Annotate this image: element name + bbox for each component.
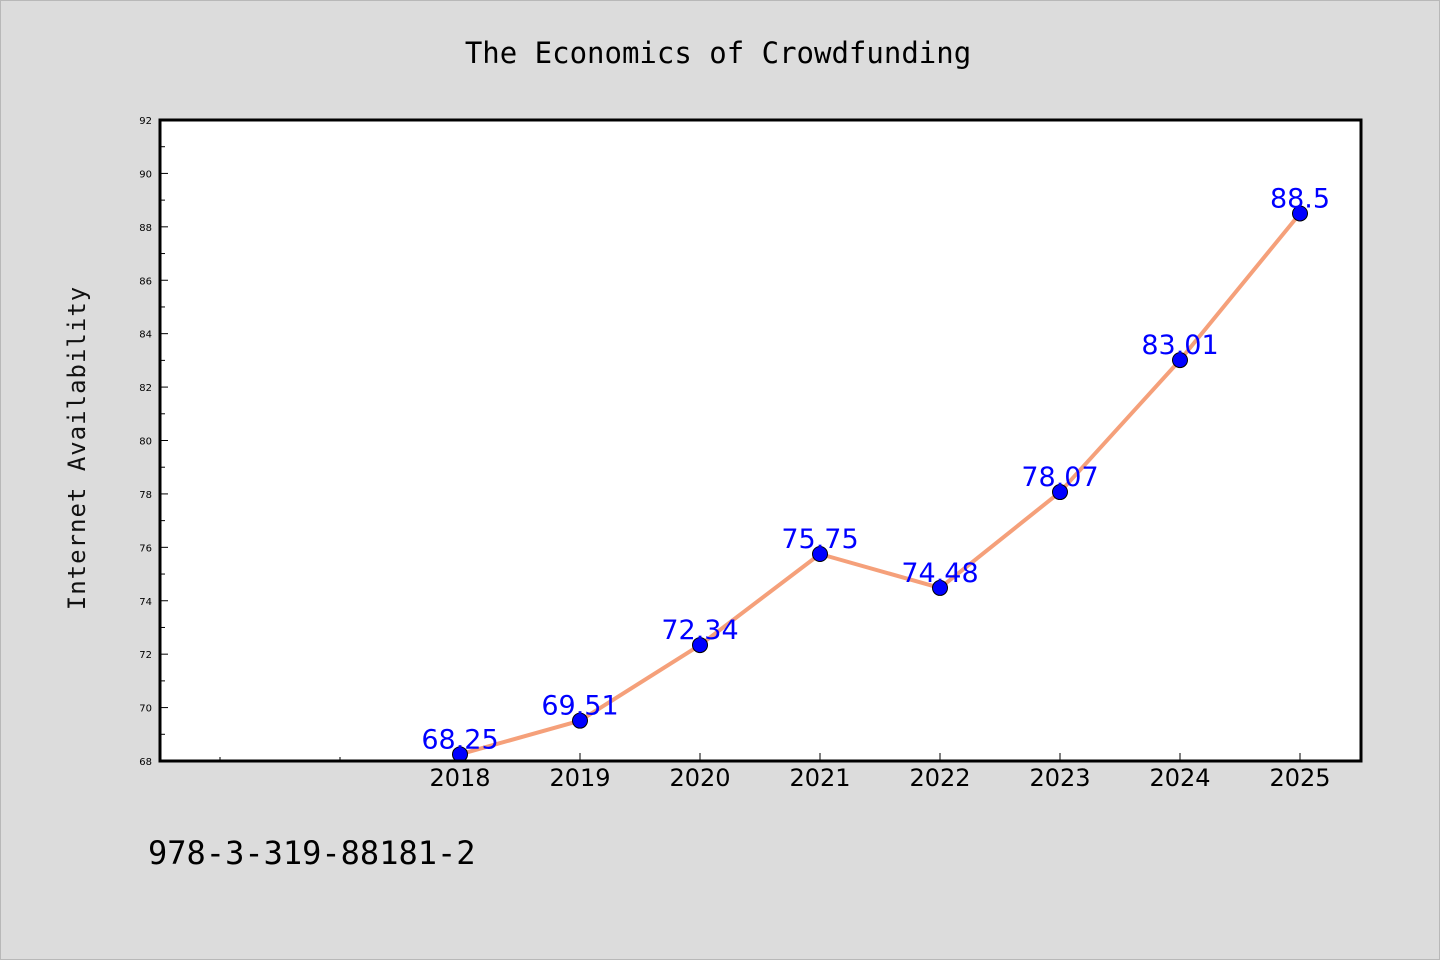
plot-background — [160, 120, 1361, 761]
y-tick-label: 68 — [139, 757, 152, 768]
series-line — [459, 212, 1302, 757]
data-label: 83.01 — [1141, 330, 1218, 361]
y-tick-label: 86 — [139, 276, 152, 287]
y-tick-label: 82 — [139, 383, 152, 394]
y-tick-label: 72 — [139, 650, 152, 661]
data-label: 88.5 — [1270, 183, 1330, 214]
y-tick-label: 92 — [139, 116, 152, 127]
y-tick-label: 76 — [139, 543, 152, 554]
y-tick-label: 80 — [139, 437, 152, 448]
data-point — [932, 579, 948, 596]
data-label: 68.25 — [421, 724, 498, 755]
x-tick-label: 2024 — [1149, 764, 1210, 792]
x-tick-label: 2020 — [669, 764, 730, 792]
x-tick-label: 2022 — [909, 764, 970, 792]
chart-title: The Economics of Crowdfunding — [465, 36, 971, 70]
data-label: 78.07 — [1021, 462, 1098, 493]
data-label: 69.51 — [541, 691, 618, 722]
data-label: 75.75 — [781, 524, 858, 555]
y-tick-label: 88 — [139, 223, 152, 234]
y-tick-label: 74 — [139, 597, 152, 608]
y-tick-label: 78 — [139, 490, 152, 501]
plot-area: 68 70 72 74 76 78 80 82 84 86 88 90 92 2018 2019 2020 20… — [139, 116, 1363, 792]
data-label: 72.34 — [661, 615, 738, 646]
footer-code: 978-3-319-88181-2 — [148, 834, 476, 872]
x-tick-label: 2019 — [549, 764, 610, 792]
plot-frame — [158, 118, 1363, 763]
x-tick-label: 2018 — [429, 764, 490, 792]
data-point — [812, 546, 828, 563]
x-tick-label: 2025 — [1269, 764, 1330, 792]
y-tick-label: 70 — [139, 704, 152, 715]
x-tick-label: 2023 — [1029, 764, 1090, 792]
data-point — [692, 637, 708, 654]
y-tick-label: 90 — [139, 169, 152, 180]
data-point — [1052, 484, 1068, 501]
data-point — [1172, 352, 1188, 369]
x-tick-label: 2021 — [789, 764, 850, 792]
data-label: 74.48 — [901, 558, 978, 589]
data-point — [572, 712, 588, 729]
data-point — [1292, 205, 1308, 222]
y-axis-label: Internet Availability — [63, 286, 91, 610]
y-tick-label: 84 — [139, 330, 152, 341]
